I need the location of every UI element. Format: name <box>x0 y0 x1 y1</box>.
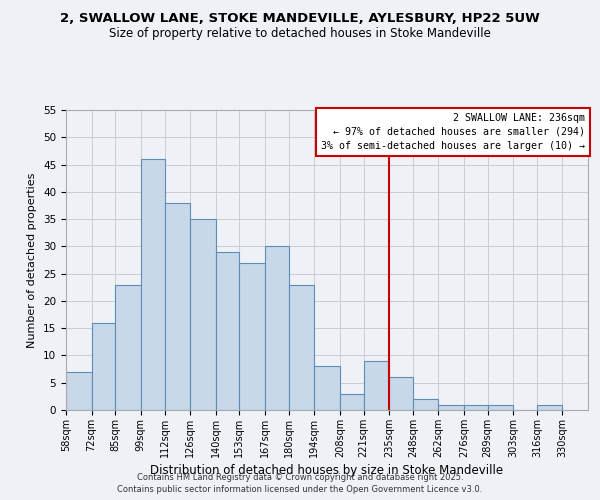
Bar <box>364 361 389 410</box>
Bar <box>389 378 413 410</box>
Bar <box>164 202 190 410</box>
Y-axis label: Number of detached properties: Number of detached properties <box>28 172 37 348</box>
X-axis label: Distribution of detached houses by size in Stoke Mandeville: Distribution of detached houses by size … <box>151 464 503 477</box>
Text: 2, SWALLOW LANE, STOKE MANDEVILLE, AYLESBURY, HP22 5UW: 2, SWALLOW LANE, STOKE MANDEVILLE, AYLES… <box>60 12 540 26</box>
Text: Size of property relative to detached houses in Stoke Mandeville: Size of property relative to detached ho… <box>109 28 491 40</box>
Bar <box>115 284 141 410</box>
Bar <box>340 394 364 410</box>
Bar <box>439 404 464 410</box>
Bar <box>413 399 439 410</box>
Bar <box>488 404 513 410</box>
Bar <box>92 322 115 410</box>
Bar <box>239 262 265 410</box>
Bar <box>66 372 92 410</box>
Bar <box>215 252 239 410</box>
Bar <box>314 366 340 410</box>
Text: Contains public sector information licensed under the Open Government Licence v3: Contains public sector information licen… <box>118 485 482 494</box>
Bar <box>289 284 314 410</box>
Bar <box>537 404 562 410</box>
Bar <box>265 246 289 410</box>
Text: 2 SWALLOW LANE: 236sqm
← 97% of detached houses are smaller (294)
3% of semi-det: 2 SWALLOW LANE: 236sqm ← 97% of detached… <box>322 113 586 151</box>
Bar <box>464 404 488 410</box>
Text: Contains HM Land Registry data © Crown copyright and database right 2025.: Contains HM Land Registry data © Crown c… <box>137 472 463 482</box>
Bar <box>190 219 215 410</box>
Bar <box>141 159 164 410</box>
